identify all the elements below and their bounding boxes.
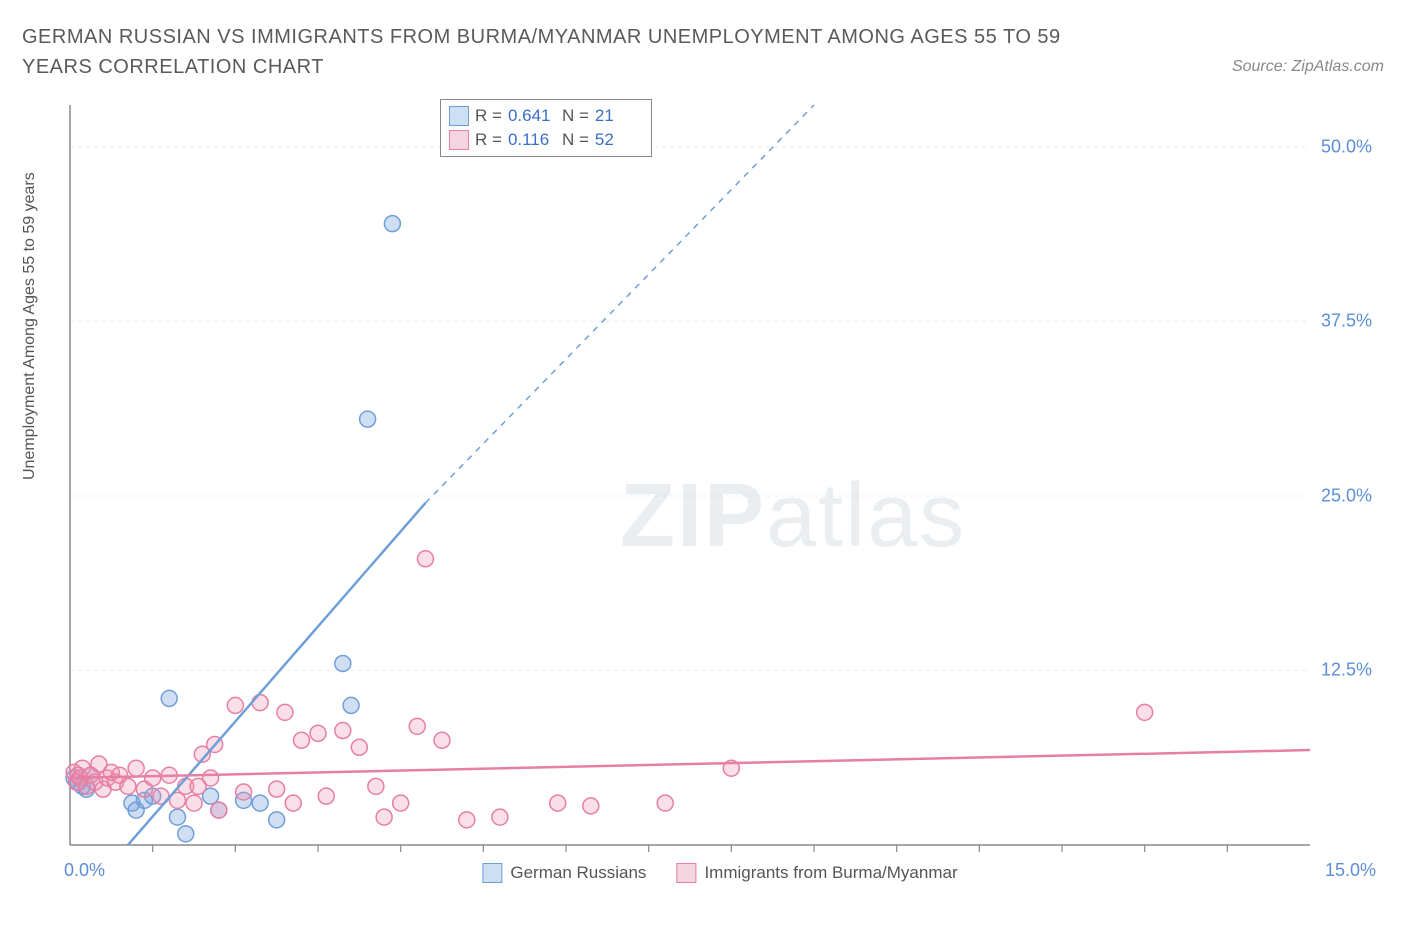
legend-item-1: German Russians [482, 863, 646, 883]
swatch-series-2 [449, 130, 469, 150]
series-legend: German Russians Immigrants from Burma/My… [482, 863, 957, 883]
n-value-1: 21 [595, 104, 643, 128]
legend-item-2: Immigrants from Burma/Myanmar [676, 863, 957, 883]
legend-label-1: German Russians [510, 863, 646, 883]
source-attribution: Source: ZipAtlas.com [1232, 58, 1384, 76]
n-label-2: N = [562, 128, 589, 152]
correlation-stats-box: R = 0.641 N = 21 R = 0.116 N = 52 [440, 99, 652, 157]
legend-label-2: Immigrants from Burma/Myanmar [704, 863, 957, 883]
chart-title: GERMAN RUSSIAN VS IMMIGRANTS FROM BURMA/… [22, 22, 1122, 82]
n-value-2: 52 [595, 128, 643, 152]
y-tick-label: 25.0% [1321, 485, 1372, 506]
y-tick-label: 37.5% [1321, 311, 1372, 332]
scatter-plot-svg [60, 95, 1380, 885]
y-tick-label: 12.5% [1321, 660, 1372, 681]
r-label-2: R = [475, 128, 502, 152]
x-max-label: 15.0% [1325, 860, 1376, 881]
x-min-label: 0.0% [64, 860, 105, 881]
r-label-1: R = [475, 104, 502, 128]
stats-row-series-2: R = 0.116 N = 52 [449, 128, 643, 152]
swatch-series-1 [449, 106, 469, 126]
r-value-1: 0.641 [508, 104, 556, 128]
y-axis-label: Unemployment Among Ages 55 to 59 years [21, 172, 39, 480]
r-value-2: 0.116 [508, 128, 556, 152]
plot-area: 12.5%25.0%37.5%50.0% 0.0% 15.0% ZIPatlas… [60, 95, 1380, 885]
n-label-1: N = [562, 104, 589, 128]
chart-container: GERMAN RUSSIAN VS IMMIGRANTS FROM BURMA/… [0, 0, 1406, 930]
legend-swatch-1 [482, 863, 502, 883]
y-tick-label: 50.0% [1321, 136, 1372, 157]
stats-row-series-1: R = 0.641 N = 21 [449, 104, 643, 128]
legend-swatch-2 [676, 863, 696, 883]
